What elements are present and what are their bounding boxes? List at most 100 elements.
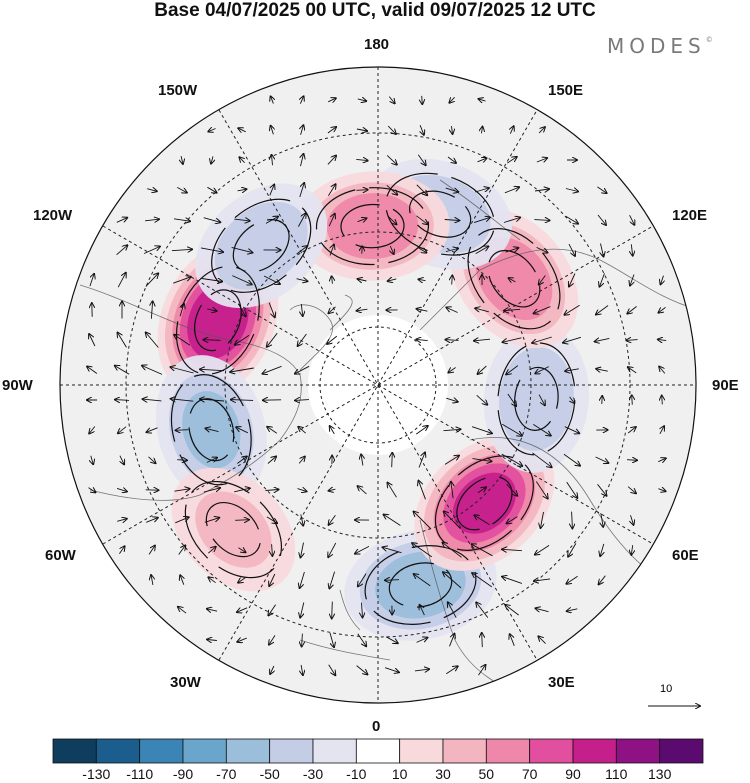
wind-vector (211, 156, 213, 163)
colorbar-tick-label: 70 (521, 766, 538, 782)
wind-vector (119, 546, 124, 554)
wind-vector (414, 512, 431, 529)
wind-vector (660, 426, 664, 435)
wind-vector (234, 219, 249, 221)
wind-vector (532, 336, 552, 343)
wind-vector (298, 457, 305, 464)
wind-vector (538, 636, 546, 644)
lon-label-90w: 90W (2, 377, 33, 394)
lon-label-30e: 30E (548, 674, 575, 691)
wind-vector (142, 366, 163, 375)
wind-vector (658, 339, 667, 340)
wind-vector (567, 609, 578, 611)
wind-vector (327, 156, 336, 165)
wind-vector (301, 664, 303, 675)
wind-vector (385, 636, 398, 643)
wind-vector (91, 455, 93, 464)
wind-vector (200, 247, 223, 252)
wind-vector (569, 273, 576, 287)
anomaly-cell (483, 325, 589, 473)
wind-vector (631, 545, 632, 555)
wind-vector (601, 513, 603, 527)
wind-vector (416, 638, 428, 643)
lon-label-30w: 30W (170, 674, 201, 691)
wind-vector (419, 481, 426, 500)
wind-vector (330, 426, 335, 435)
wind-vector (503, 218, 520, 223)
wind-vector (330, 245, 334, 256)
wind-vector (356, 159, 367, 160)
wind-vector (388, 279, 397, 281)
wind-vector (238, 128, 246, 132)
wind-vector (532, 452, 551, 467)
wind-vector (504, 187, 519, 194)
lon-label-90e: 90E (712, 377, 739, 394)
wind-vector (88, 488, 96, 493)
wind-vector (207, 186, 216, 192)
wind-vector (507, 516, 518, 524)
wind-vector (267, 332, 278, 347)
contour-line (434, 455, 534, 551)
wind-vector (564, 304, 580, 314)
wind-vector (332, 601, 333, 619)
wind-vector (534, 306, 551, 314)
wind-vector (236, 427, 248, 434)
wind-vector (476, 394, 488, 404)
lon-label-60e: 60E (672, 547, 699, 564)
wind-vector (416, 215, 427, 224)
wind-vector (628, 367, 637, 374)
wind-vector (176, 430, 189, 431)
wind-vector (295, 400, 309, 401)
contour-line (315, 187, 430, 266)
colorbar-tick-label: 50 (478, 766, 495, 782)
wind-vector (505, 248, 519, 253)
contour-line (497, 342, 576, 456)
colorbar-tick-label: -110 (126, 766, 154, 782)
wind-vector (332, 276, 333, 284)
contour-line (364, 545, 477, 625)
contour-ring (434, 455, 534, 551)
wind-vector (449, 634, 455, 647)
wind-vector (237, 607, 248, 612)
wind-vector (204, 518, 219, 523)
colorbar-tick-label: -30 (302, 766, 324, 782)
wind-vector (445, 188, 459, 192)
wind-vector (329, 571, 336, 589)
wind-vector (329, 306, 336, 313)
contour-line (388, 562, 453, 608)
wind-vector (296, 246, 308, 255)
wind-vector (267, 457, 276, 464)
wind-vector (268, 604, 276, 616)
wind-vectors (87, 96, 666, 675)
wind-vector (151, 575, 153, 585)
wind-vector (145, 273, 158, 287)
wind-vector (597, 186, 606, 193)
wind-vector (448, 602, 457, 618)
wind-vector (118, 333, 127, 348)
wind-vector (272, 155, 273, 166)
wind-vector (568, 243, 575, 256)
wind-vector (507, 157, 516, 164)
wind-vector (207, 309, 216, 311)
map-title: Base 04/07/2025 00 UTC, valid 09/07/2025… (154, 0, 596, 21)
contour-line (408, 190, 472, 238)
wind-vector (477, 158, 487, 162)
wind-vector (327, 335, 338, 344)
wind-vector (475, 308, 489, 312)
wind-vector (357, 309, 368, 311)
wind-vector (631, 515, 634, 525)
wind-vector (235, 520, 249, 521)
wind-vector (89, 274, 94, 287)
wind-vector (596, 305, 609, 315)
wind-vector (596, 369, 608, 371)
wind-vector (89, 426, 96, 434)
wind-vector (386, 155, 397, 164)
wind-vector (301, 125, 304, 135)
wind-vector (627, 486, 636, 494)
wind-vector (237, 457, 246, 464)
wind-vector (595, 456, 609, 463)
wind-vector (509, 278, 516, 282)
wind-vector (504, 309, 521, 310)
wind-vector (356, 129, 367, 131)
wind-vector (327, 127, 336, 134)
